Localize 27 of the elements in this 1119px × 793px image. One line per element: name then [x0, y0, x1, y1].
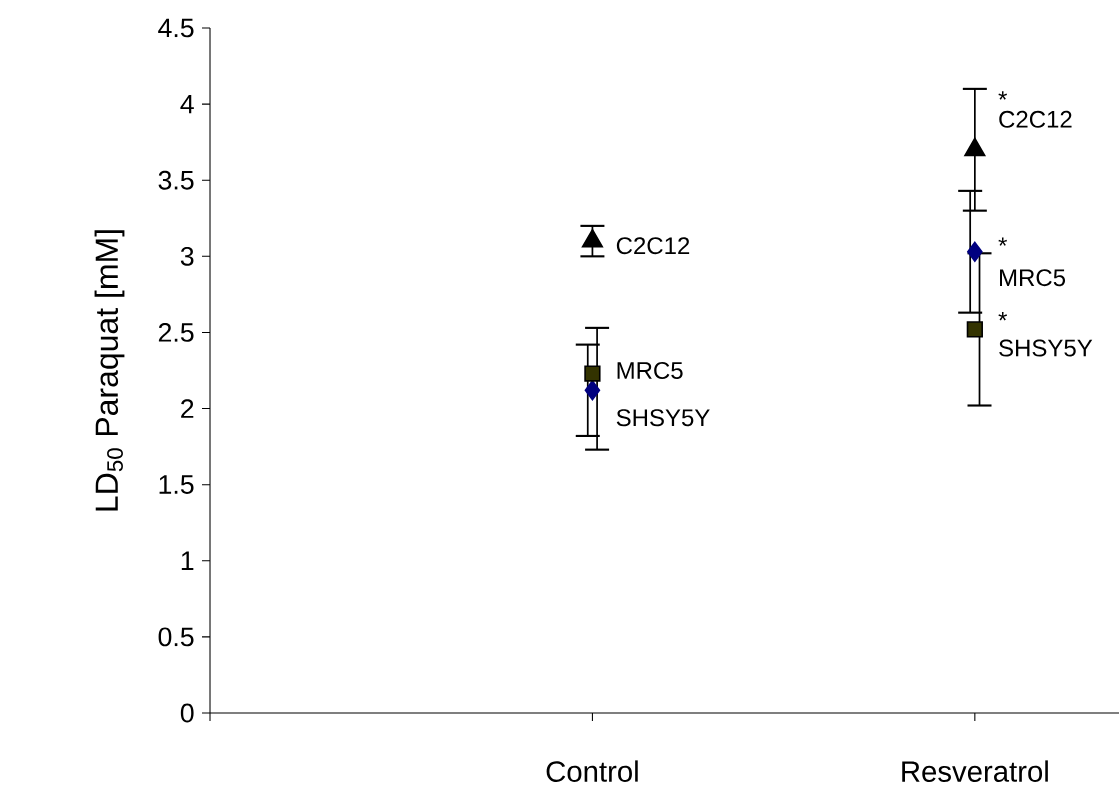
annotation: SHSY5Y: [616, 409, 710, 427]
y-tick-label: 2.5: [158, 323, 194, 342]
y-tick-label: 1.5: [159, 475, 194, 494]
annotation: *: [998, 237, 1008, 246]
annotation: SHSY5Y: [999, 339, 1093, 357]
x-tick-label: Resveratrol: [902, 760, 1048, 782]
point: [966, 321, 983, 338]
y-tick-label: 1: [181, 551, 194, 570]
y-tick-label: 0: [180, 703, 194, 723]
y-tick-label: 3.5: [158, 170, 194, 190]
y-tick-label: 0.5: [158, 627, 194, 647]
point: [967, 241, 983, 262]
annotation: *: [998, 312, 1008, 321]
y-tick-label: 4: [180, 94, 194, 114]
point: [584, 380, 601, 401]
annotation: MRC5: [1000, 269, 1066, 287]
annotation: MRC5: [617, 361, 683, 379]
y-tick-label: 2: [181, 399, 194, 418]
annotation: C2C12: [616, 237, 690, 255]
y-axis-title: LD$_{50}$ Paraquat [mM]: [94, 230, 125, 511]
annotation: *: [998, 91, 1008, 100]
y-tick-label: 3: [180, 246, 194, 266]
y-tick-label: 4.5: [158, 18, 194, 38]
point: [584, 365, 601, 382]
point: [964, 137, 986, 157]
annotation: C2C12: [999, 110, 1072, 128]
x-tick-label: Control: [546, 760, 638, 782]
